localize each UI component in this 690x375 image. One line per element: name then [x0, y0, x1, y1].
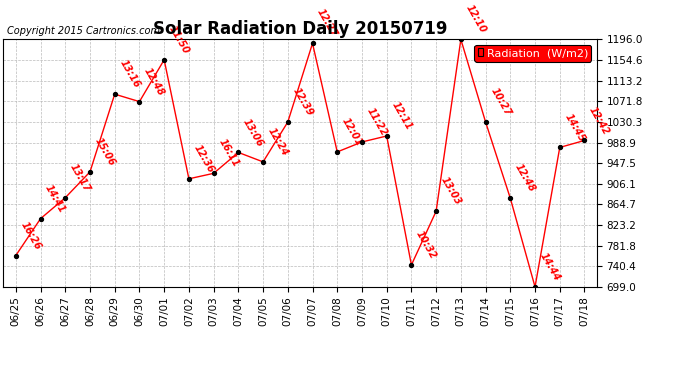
Text: 12:48: 12:48	[513, 162, 538, 194]
Point	[184, 176, 195, 182]
Text: 12:39: 12:39	[290, 86, 315, 118]
Text: 12:48: 12:48	[142, 66, 166, 98]
Text: 12:24: 12:24	[266, 126, 290, 158]
Text: 14:41: 14:41	[43, 183, 68, 214]
Point	[208, 170, 219, 176]
Point	[35, 216, 46, 222]
Text: 14:45: 14:45	[562, 111, 586, 143]
Point	[431, 208, 442, 214]
Text: 11:50: 11:50	[167, 24, 191, 56]
Point	[60, 195, 71, 201]
Text: 12:11: 12:11	[389, 100, 413, 132]
Text: 16:26: 16:26	[19, 220, 43, 251]
Text: 13:06: 13:06	[241, 117, 265, 148]
Text: 13:17: 13:17	[68, 162, 92, 194]
Point	[332, 149, 343, 155]
Point	[455, 36, 466, 42]
Point	[381, 133, 392, 139]
Text: 12:10: 12:10	[464, 3, 488, 35]
Text: 12:27: 12:27	[315, 8, 339, 39]
Text: 11:22: 11:22	[365, 106, 389, 138]
Point	[282, 119, 293, 125]
Text: Copyright 2015 Cartronics.com: Copyright 2015 Cartronics.com	[7, 26, 160, 36]
Point	[10, 252, 21, 258]
Text: 12:01: 12:01	[340, 116, 364, 148]
Text: 16:11: 16:11	[217, 137, 241, 169]
Text: 10:27: 10:27	[489, 86, 513, 118]
Text: 15:06: 15:06	[92, 136, 117, 168]
Point	[134, 99, 145, 105]
Point	[406, 262, 417, 268]
Point	[257, 159, 268, 165]
Text: 14:44: 14:44	[538, 251, 562, 283]
Legend: Radiation  (W/m2): Radiation (W/m2)	[474, 45, 591, 62]
Point	[579, 138, 590, 144]
Point	[529, 284, 540, 290]
Text: 12:36: 12:36	[192, 143, 216, 175]
Point	[357, 139, 368, 145]
Text: 13:16: 13:16	[117, 58, 141, 90]
Text: 13:03: 13:03	[439, 175, 463, 207]
Point	[233, 149, 244, 155]
Point	[505, 195, 516, 201]
Title: Solar Radiation Daily 20150719: Solar Radiation Daily 20150719	[153, 20, 447, 38]
Point	[307, 40, 318, 46]
Point	[480, 119, 491, 125]
Text: 12:42: 12:42	[587, 105, 611, 136]
Point	[109, 91, 120, 97]
Point	[159, 57, 170, 63]
Point	[84, 169, 95, 175]
Point	[554, 144, 565, 150]
Text: 10:32: 10:32	[414, 229, 438, 261]
